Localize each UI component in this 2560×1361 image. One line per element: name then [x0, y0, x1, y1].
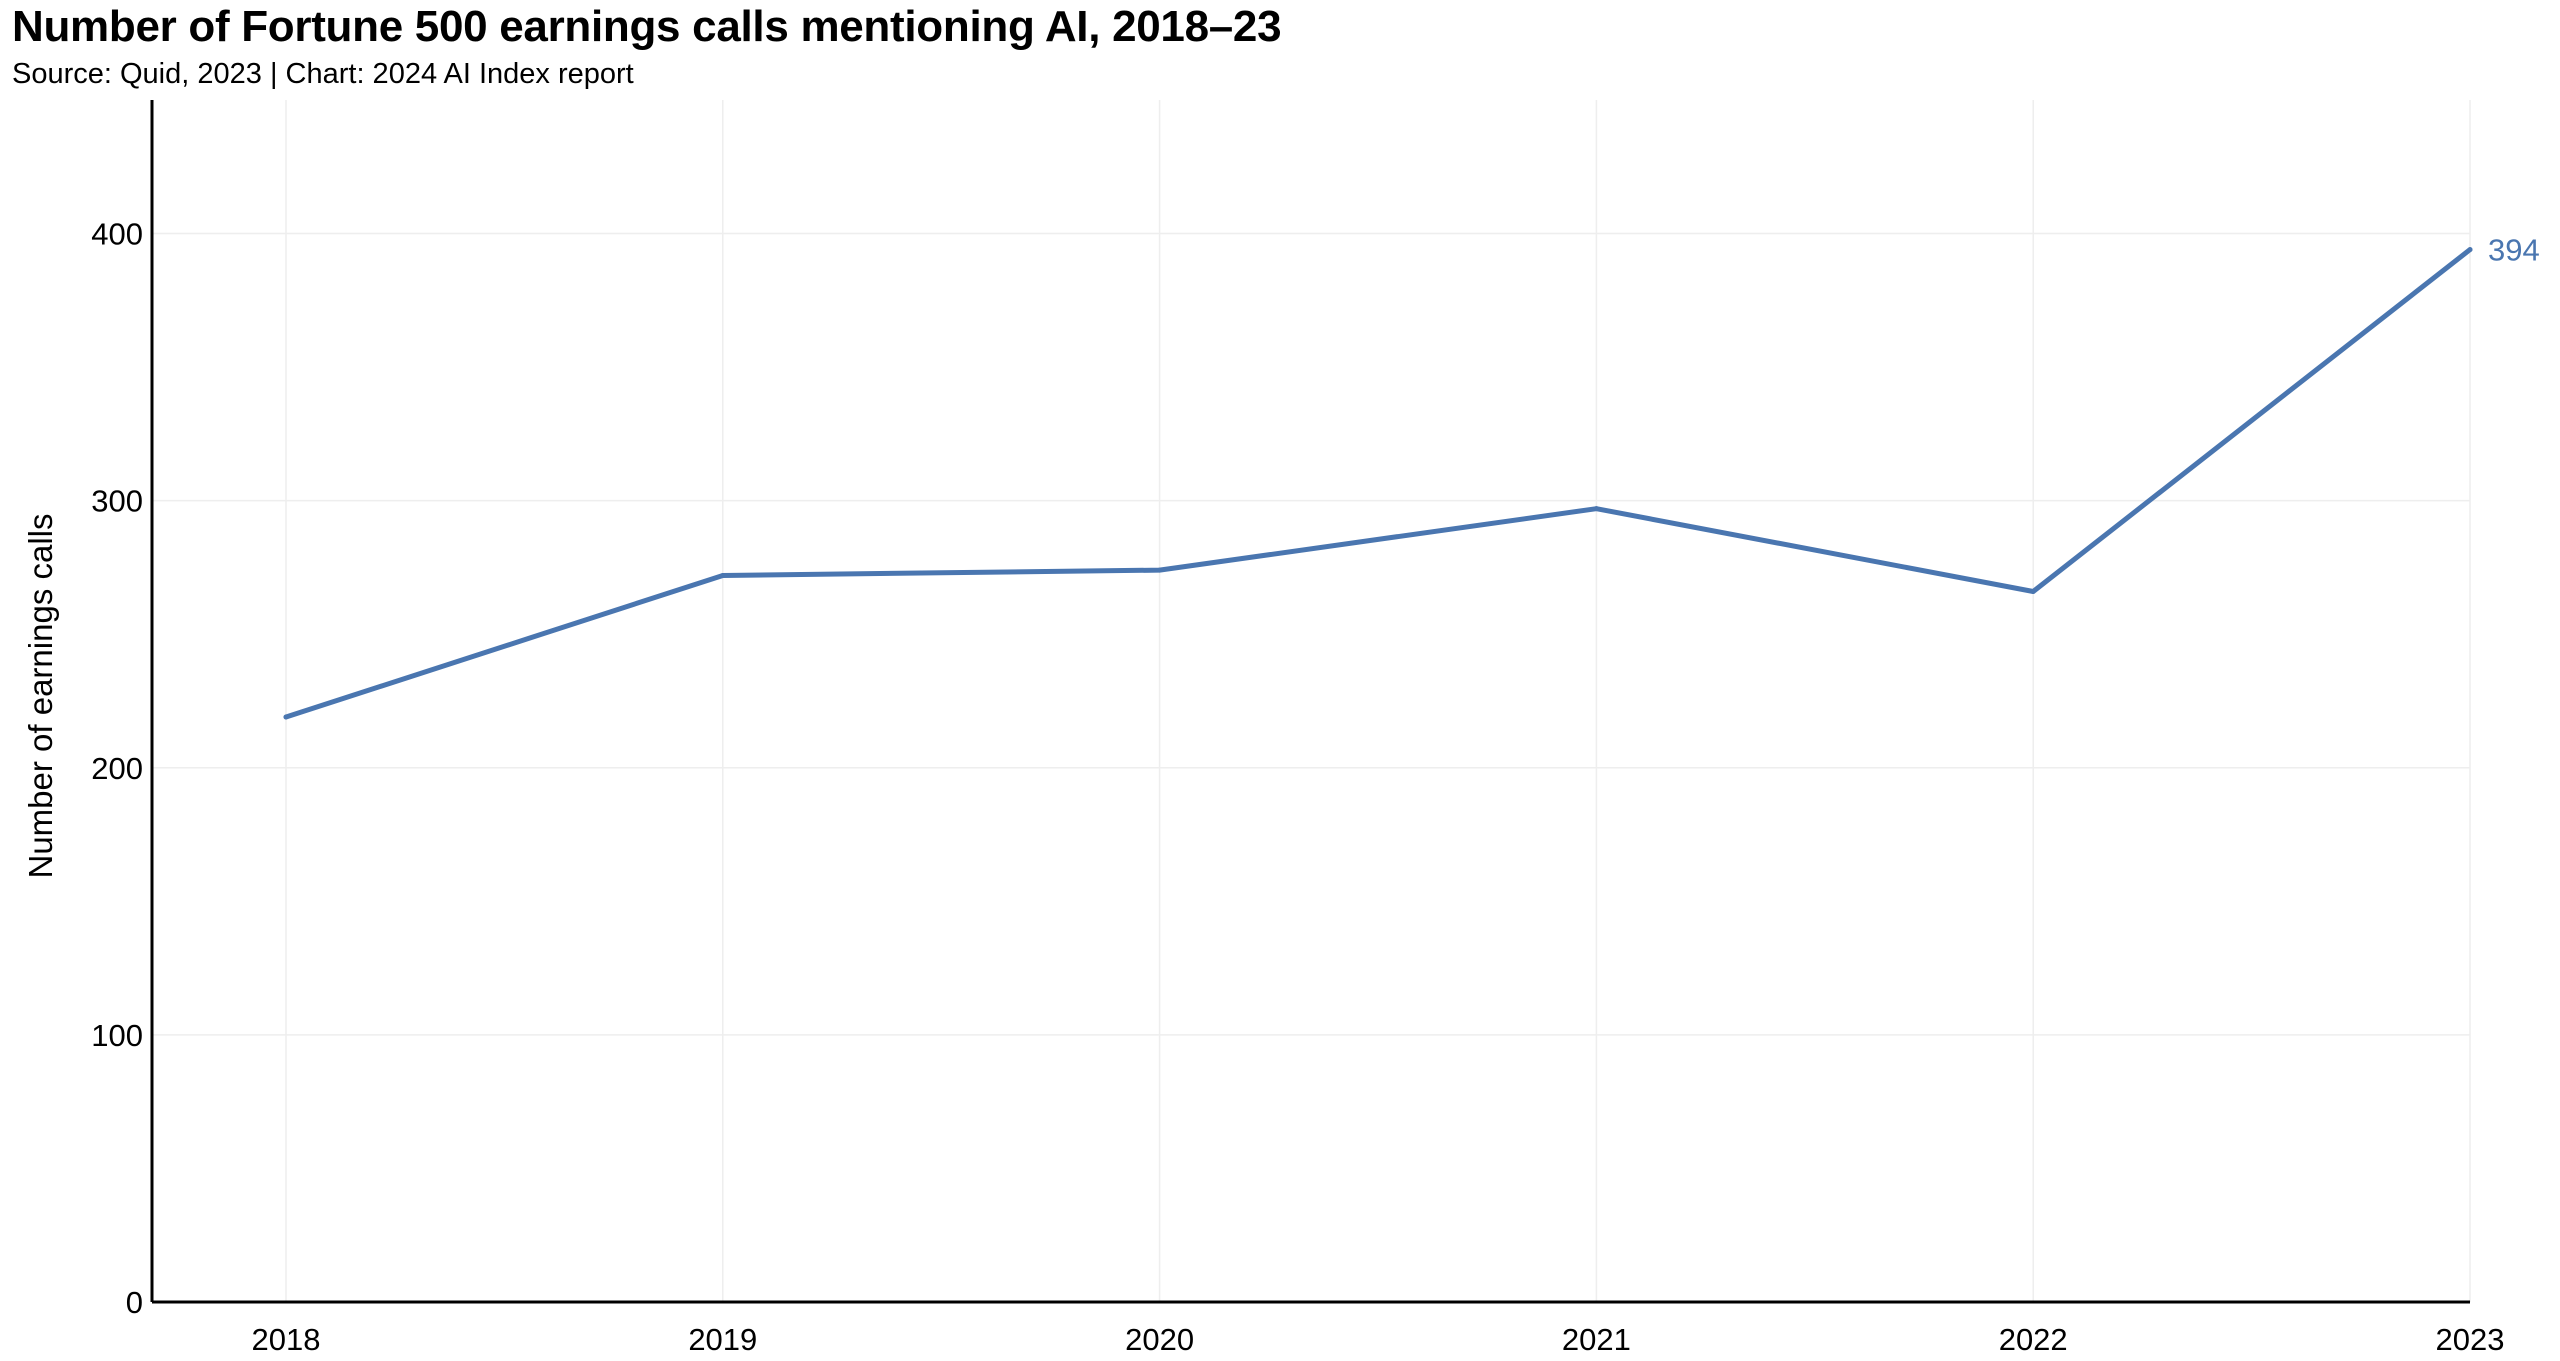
x-tick-label: 2018	[252, 1322, 321, 1357]
x-tick-label: 2020	[1125, 1322, 1194, 1357]
y-tick-label: 400	[91, 217, 143, 252]
x-tick-label: 2021	[1562, 1322, 1631, 1357]
series-line	[283, 247, 2473, 720]
x-tick-label: 2019	[688, 1322, 757, 1357]
y-tick-label: 200	[91, 751, 143, 786]
chart-subtitle: Source: Quid, 2023 | Chart: 2024 AI Inde…	[12, 58, 634, 90]
data-point	[1593, 506, 1599, 512]
end-value-label: 394	[2488, 233, 2540, 268]
x-tick-labels: 2018 2019 2020 2021 2022 2023	[252, 1322, 2505, 1357]
chart-title: Number of Fortune 500 earnings calls men…	[12, 2, 1282, 51]
y-tick-label: 300	[91, 484, 143, 519]
data-point	[283, 714, 289, 720]
x-tick-label: 2022	[1999, 1322, 2068, 1357]
y-axis-label: Number of earnings calls	[22, 514, 59, 879]
data-point	[2030, 588, 2036, 594]
x-tick-label: 2023	[2436, 1322, 2505, 1357]
gridlines	[152, 100, 2471, 1302]
y-tick-label: 0	[126, 1285, 143, 1320]
y-tick-labels: 0 100 200 300 400	[91, 217, 143, 1320]
axes	[150, 100, 2470, 1304]
data-point	[720, 572, 726, 578]
series-group: 394	[283, 233, 2540, 720]
data-point	[1157, 567, 1163, 573]
y-tick-label: 100	[91, 1018, 143, 1053]
data-point	[2467, 247, 2473, 253]
